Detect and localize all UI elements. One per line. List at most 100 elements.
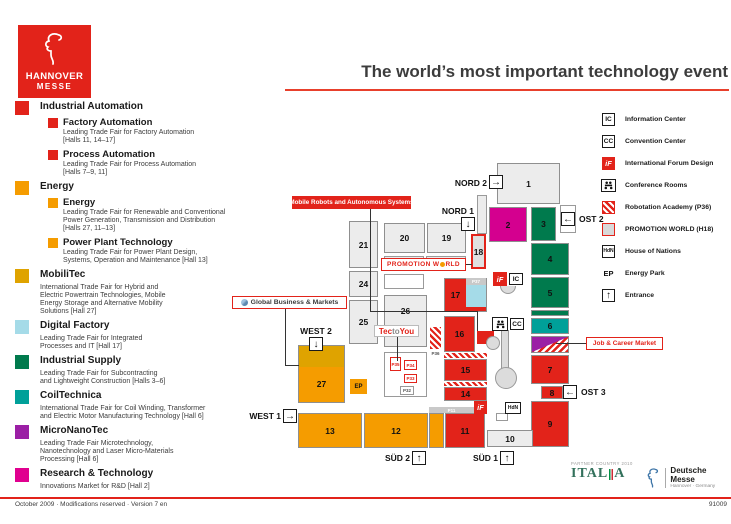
p34-box: P34 [404, 360, 417, 370]
hall-number: 4 [547, 254, 553, 264]
p35-box: P35 [390, 357, 401, 371]
callout-connector-line [466, 264, 472, 265]
hall-19: 19 [427, 223, 466, 253]
legend-color-swatch [15, 181, 29, 195]
logo-text-hannover: HANNOVER [25, 71, 84, 82]
legend-icon-cell: EP [601, 266, 616, 280]
conference-icon [492, 317, 508, 331]
legend-section-title: CoilTechnica [40, 390, 102, 401]
hatch-16-15 [444, 353, 487, 358]
legend-item-label: International Forum Design [625, 159, 714, 167]
hdn-annex [496, 413, 508, 421]
hall-17-digital-factory-zone [466, 285, 486, 307]
partner-country-logo: PARTNER COUNTRY 2010 ITAL A [571, 461, 645, 481]
hall-10: 10 [487, 430, 533, 447]
callout-text: to [392, 326, 400, 336]
promotion-box [602, 222, 615, 236]
legend-icon-cell: IC [601, 112, 616, 126]
legend-item-cc-box: CC Convention Center [601, 134, 729, 148]
legend-description-line: Electric Powertrain Technologies, Mobile [40, 292, 166, 299]
legend-item-ic-box: IC Information Center [601, 112, 729, 126]
legend-color-swatch [15, 468, 29, 482]
legend-item-label: Entrance [625, 291, 655, 299]
hall-number: 9 [547, 419, 553, 429]
hall-3: 3 [531, 207, 556, 241]
p36-robotation-box [430, 327, 441, 349]
hall-number: 17 [450, 290, 461, 300]
legend-icon-cell: CC [601, 134, 616, 148]
legend-subsection-header: Process Automation [48, 149, 283, 160]
legend-section-header: CoilTechnica [15, 390, 283, 404]
legend-subsection-title: Process Automation [63, 149, 156, 160]
global-business-label: Global Business & Markets [232, 296, 347, 309]
legend-section-header: Energy [15, 181, 283, 195]
hall-number: 8 [549, 387, 555, 398]
legend-description-line: Leading Trade Fair for Subcontracting [40, 370, 158, 377]
legend-section: MicroNanoTec Leading Trade Fair Microtech… [15, 425, 283, 464]
legend-color-swatch [15, 355, 29, 369]
callout-text: PROMOTION W [387, 261, 440, 268]
legend-section-description: Leading Trade Fair Microtechnology, Nanot… [40, 440, 283, 464]
promotion-world-label: PROMOTION W RLD [381, 258, 466, 271]
hall-number: 10 [505, 433, 515, 444]
ep-text: EP [603, 268, 614, 278]
legend-section: Energy Energy Leading Trade Fair for Renew… [15, 181, 283, 265]
legend-section: Industrial Supply Leading Trade Fair for … [15, 355, 283, 386]
hall-orange-strip [429, 413, 444, 448]
p33-box: P33 [404, 374, 417, 383]
entrance-label-nord-2: NORD 2 [454, 178, 487, 188]
hall-number: 20 [399, 233, 410, 243]
legend-description-line: [Halls 27, 11–13] [63, 225, 116, 232]
callout-connector-line [556, 343, 586, 344]
legend-section-title: Digital Factory [40, 320, 110, 331]
legend-description-line: Nanotechnology and Laser Micro-Materials [40, 448, 174, 455]
hdn-box: HdN [505, 402, 521, 414]
legend-item-striped-box: Robotation Academy (P36) [601, 200, 729, 214]
hall-27-mobilitec-zone [299, 346, 344, 367]
entrance-label-west-2: WEST 2 [300, 326, 332, 336]
entrance-label-ost-2: OST 2 [579, 214, 604, 224]
striped-box [602, 200, 615, 214]
hall-number: 27 [316, 379, 327, 389]
legend-subsection-title: Energy [63, 197, 96, 208]
callout-connector-line [370, 209, 371, 312]
legend-item-promotion-box: PROMOTION WORLD (H18) [601, 222, 729, 236]
legend-color-swatch [48, 150, 58, 160]
hall-14: 14 [444, 387, 487, 401]
hall-9: 9 [531, 401, 569, 447]
legend-section-description: International Trade Fair for Hybrid and E… [40, 284, 283, 316]
partner-country-caption: PARTNER COUNTRY 2010 [571, 461, 633, 466]
callout-connector-line [397, 337, 398, 361]
hall-number: 11 [460, 425, 470, 436]
legend-section-header: Digital Factory [15, 320, 283, 334]
hall-number: 24 [358, 279, 369, 289]
hall-24: 24 [349, 271, 378, 297]
hall-15: 15 [444, 359, 487, 381]
hall-number: 25 [358, 317, 369, 327]
entrance-arrow-sued-2: ↑ [412, 451, 426, 465]
legend-color-swatch [15, 425, 29, 439]
logo-text-messe: MESSE [36, 82, 73, 91]
legend-section: CoilTechnica International Trade Fair for… [15, 390, 283, 421]
entrance-arrow-west-2: ↓ [309, 337, 323, 351]
orange-o-glyph [439, 262, 445, 267]
callout-text: You [399, 326, 415, 336]
plaza-circle-big [495, 367, 517, 389]
legend-section: Digital Factory Leading Trade Fair for In… [15, 320, 283, 351]
walkway [477, 195, 487, 234]
legend-subsection: Energy Leading Trade Fair for Renewable a… [48, 197, 283, 233]
hall-number: 7 [547, 364, 553, 375]
legend-item-label: Convention Center [625, 137, 686, 145]
hall-13: 13 [298, 413, 362, 448]
legend-description-line: Processing [Hall 6] [40, 456, 99, 463]
legend-description-line: Power Generation, Transmission and Distr… [63, 217, 216, 224]
hall-number: 6 [547, 321, 553, 331]
callout-connector-line [477, 311, 478, 331]
hall-4: 4 [531, 243, 569, 275]
hall-number: 14 [460, 389, 471, 399]
legend-color-swatch [15, 101, 29, 115]
hall-26: 26 [384, 295, 427, 347]
legend-description-line: Leading Trade Fair for Renewable and Con… [63, 209, 226, 216]
legend-description-line: Leading Trade Fair for Factory Automatio… [63, 129, 195, 136]
if-logo: iF [602, 156, 615, 170]
